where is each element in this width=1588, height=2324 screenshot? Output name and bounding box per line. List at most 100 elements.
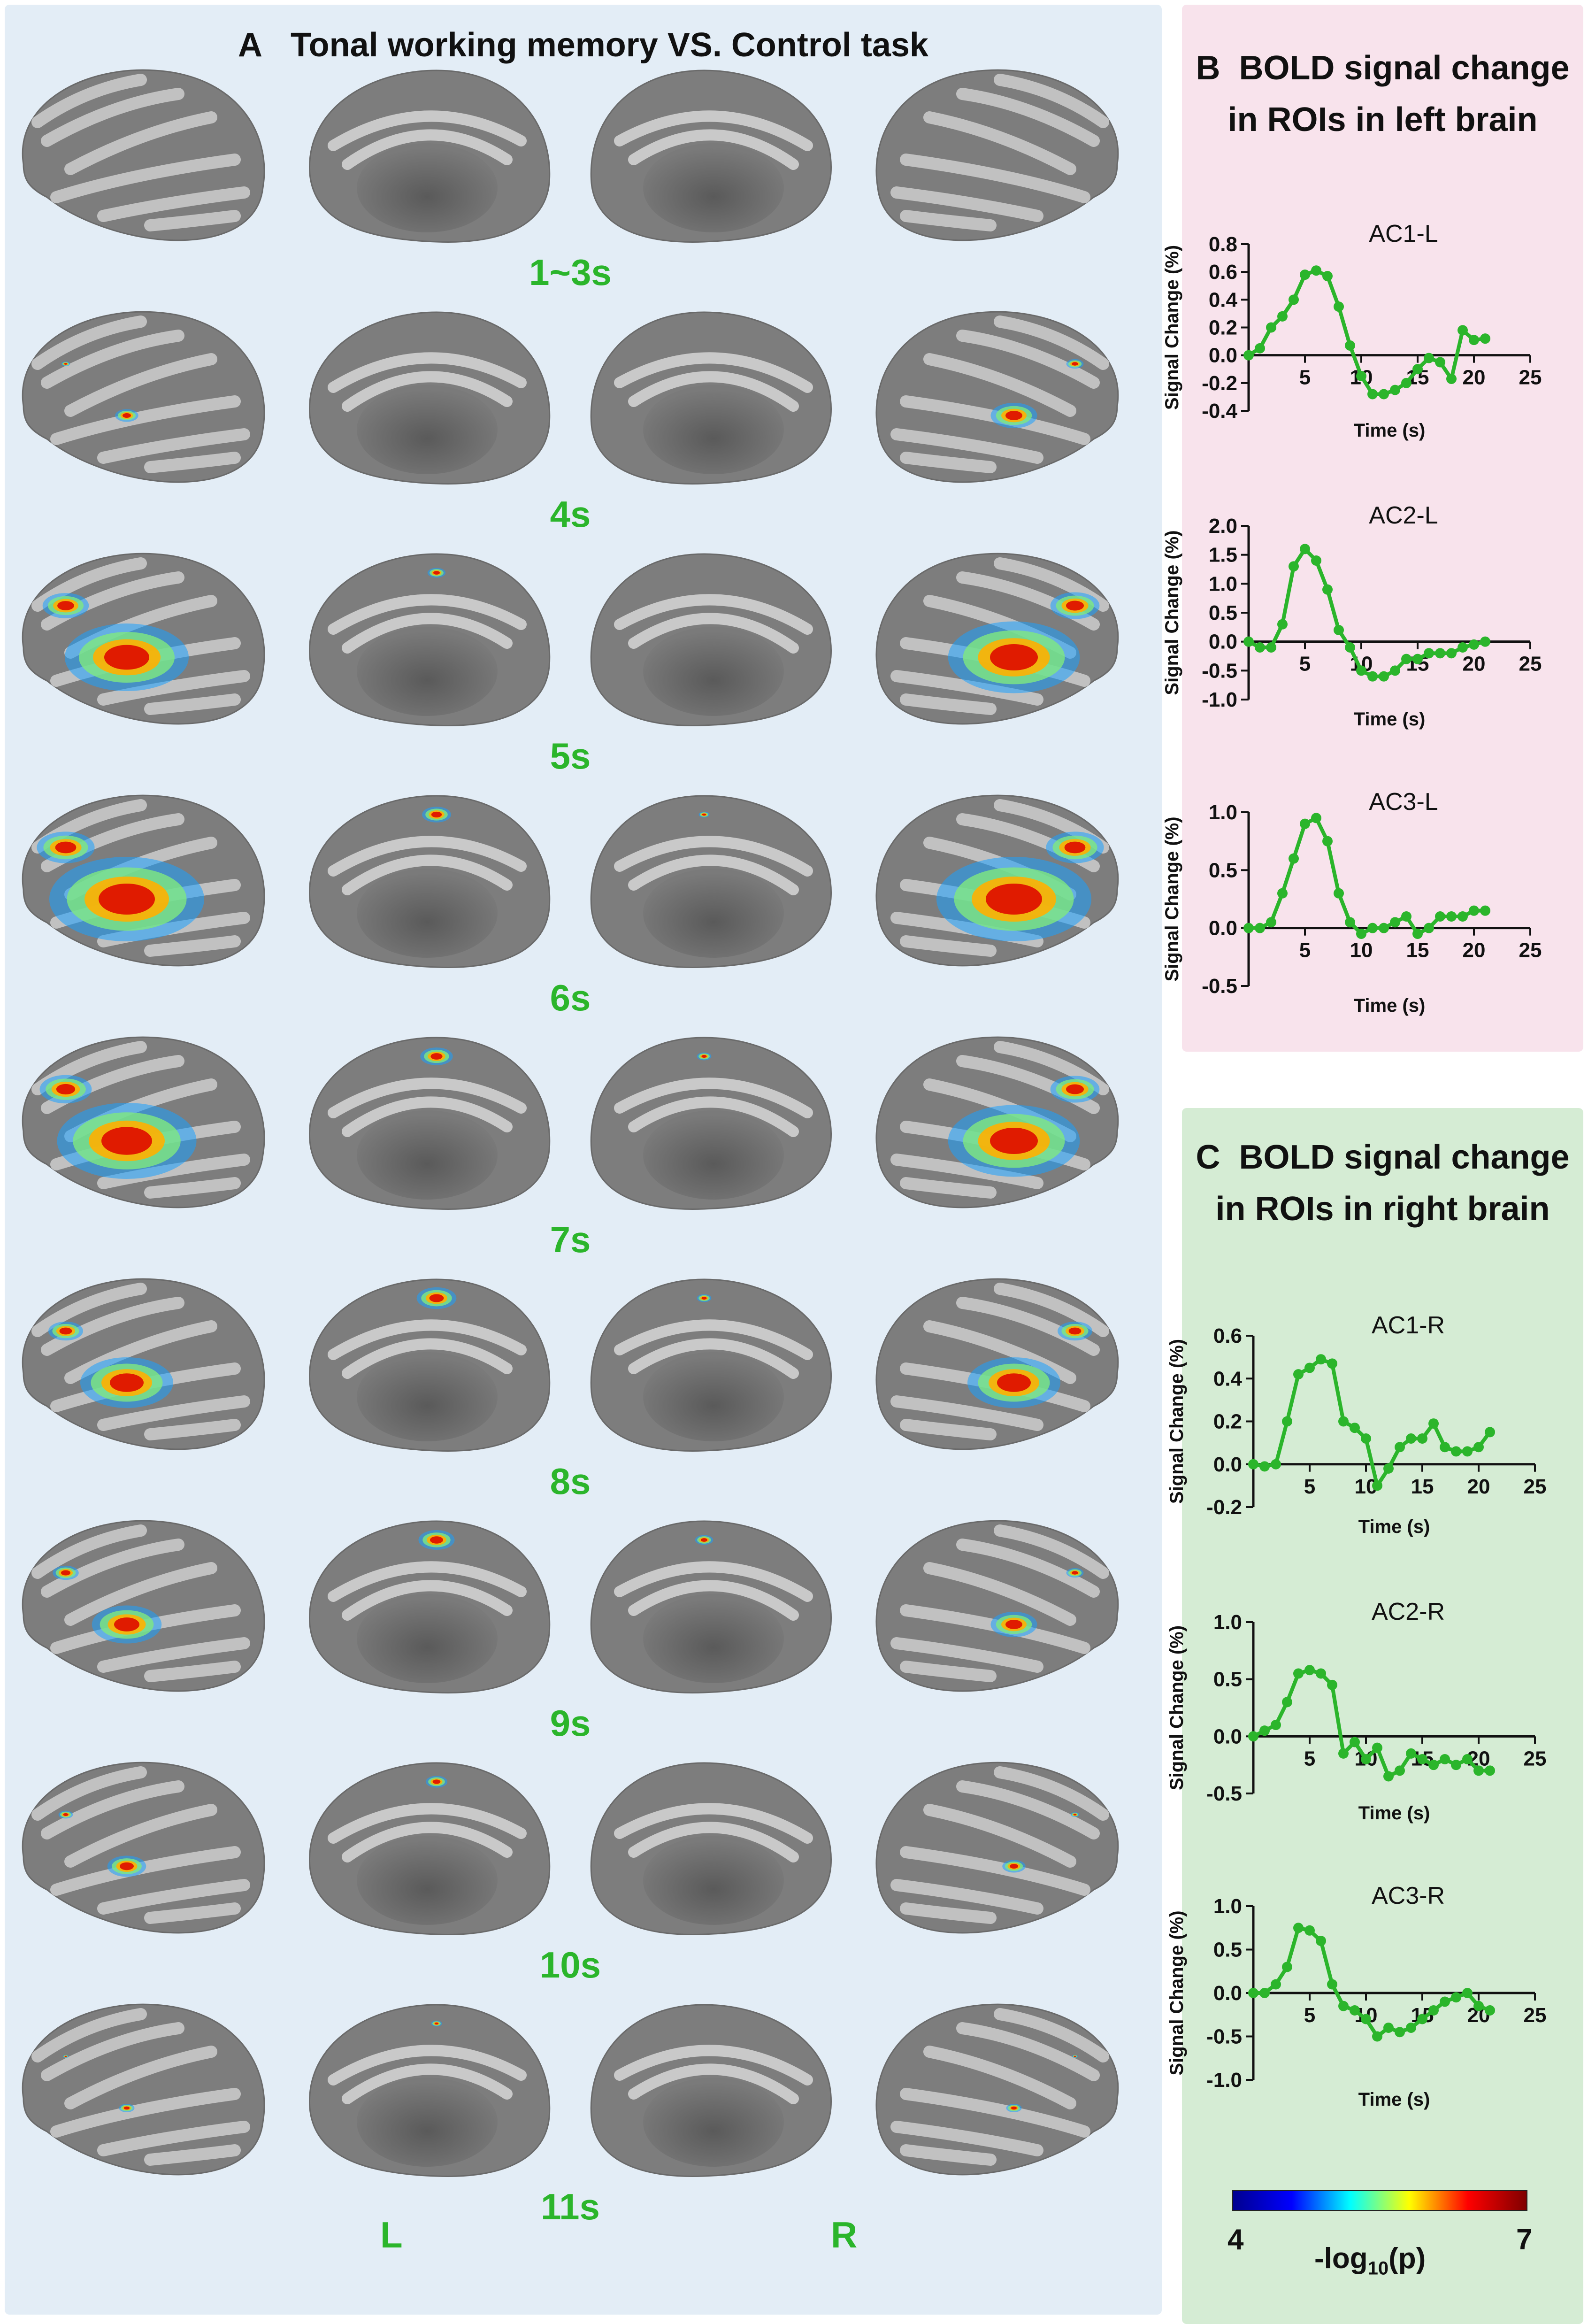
x-tick-label: 25	[1519, 366, 1542, 389]
data-point	[1300, 269, 1310, 280]
y-tick-label: 0.2	[1213, 1410, 1242, 1433]
data-point	[1435, 648, 1445, 659]
data-point	[1248, 1988, 1258, 1998]
panel-a-letter: A	[238, 26, 263, 64]
data-point	[1255, 923, 1265, 933]
brain-view	[309, 795, 551, 968]
brain-view	[590, 1037, 832, 1210]
data-point	[1401, 911, 1412, 922]
y-tick-label: 0.5	[1209, 601, 1237, 624]
data-point	[1316, 1936, 1326, 1946]
colorbar-title: -log10(p)	[1314, 2242, 1426, 2279]
data-point	[1316, 1354, 1326, 1365]
data-point	[1300, 818, 1310, 829]
data-point	[1379, 671, 1389, 682]
y-tick-label: 0.6	[1213, 1324, 1242, 1347]
data-point	[1469, 905, 1479, 916]
data-point	[1327, 1358, 1337, 1369]
data-point	[1469, 639, 1479, 650]
colorbar	[1232, 2190, 1527, 2211]
y-tick-label: 0.8	[1209, 233, 1237, 256]
brain-view	[309, 1037, 551, 1210]
y-tick-label: 1.0	[1213, 1611, 1242, 1634]
y-tick-label: -1.0	[1206, 2069, 1242, 2092]
y-tick-label: 0.4	[1209, 288, 1238, 311]
y-tick-label: 0.5	[1209, 859, 1237, 882]
hemisphere-left-label: L	[380, 2214, 403, 2255]
y-tick-label: 0.0	[1209, 344, 1237, 367]
data-point	[1248, 1731, 1258, 1742]
y-axis-label: Signal Change (%)	[1162, 816, 1182, 981]
data-point	[1401, 654, 1412, 664]
data-point	[1311, 265, 1321, 276]
data-point	[1322, 271, 1333, 282]
brain-view	[875, 2003, 1119, 2176]
x-tick-label: 5	[1304, 2004, 1315, 2027]
data-point	[1361, 1433, 1371, 1444]
series-line	[1247, 269, 1486, 396]
data-point	[1383, 1463, 1394, 1474]
data-point	[1395, 1442, 1405, 1453]
brain-view	[22, 1520, 265, 1692]
x-axis-label: Time (s)	[1358, 1803, 1430, 1824]
brain-view	[875, 311, 1119, 483]
data-point	[1372, 2031, 1382, 2042]
y-tick-label: -0.4	[1202, 400, 1237, 423]
data-point	[1322, 584, 1333, 595]
brain-view	[309, 1520, 551, 1693]
panel-b-letter: B	[1196, 49, 1220, 87]
data-point	[1338, 1416, 1349, 1427]
data-point	[1462, 1754, 1473, 1764]
x-tick-label: 5	[1304, 1475, 1315, 1498]
brain-view	[309, 553, 551, 726]
data-point	[1446, 648, 1457, 659]
data-point	[1289, 561, 1299, 572]
data-point	[1367, 923, 1378, 933]
data-point	[1327, 1679, 1337, 1690]
data-point	[1277, 311, 1288, 322]
colorbar-title-prefix: -log	[1314, 2242, 1368, 2275]
y-tick-label: -0.2	[1202, 372, 1237, 395]
data-point	[1395, 2027, 1405, 2038]
data-point	[1322, 836, 1333, 846]
data-point	[1345, 642, 1355, 653]
panel-c-title: C BOLD signal change in ROIs in right br…	[1182, 1131, 1583, 1235]
chart-title: AC1-L	[1369, 220, 1438, 247]
hemisphere-right-label: R	[831, 2214, 858, 2255]
chart-title: AC3-L	[1369, 788, 1438, 816]
data-point	[1282, 1416, 1292, 1427]
data-point	[1259, 1461, 1270, 1472]
data-point	[1462, 1446, 1473, 1457]
data-point	[1485, 1765, 1495, 1776]
brain-view	[590, 1762, 832, 1935]
y-tick-label: -1.0	[1202, 688, 1237, 711]
brain-view	[309, 69, 551, 243]
x-tick-label: 10	[1350, 939, 1373, 962]
data-point	[1289, 853, 1299, 864]
data-point	[1271, 1720, 1281, 1730]
time-label: 10s	[539, 1944, 601, 1985]
time-label: 9s	[550, 1702, 591, 1744]
y-axis-label: Signal Change (%)	[1166, 1910, 1187, 2075]
x-tick-label: 20	[1463, 366, 1486, 389]
y-tick-label: 0.0	[1213, 1453, 1242, 1476]
x-tick-label: 5	[1299, 366, 1311, 389]
colorbar-title-suffix: (p)	[1389, 2242, 1426, 2275]
brain-view	[590, 311, 832, 485]
data-point	[1345, 340, 1355, 351]
brain-view	[875, 1520, 1119, 1692]
data-point	[1311, 555, 1321, 566]
x-tick-label: 15	[1411, 1475, 1434, 1498]
data-point	[1458, 642, 1468, 653]
chart-title: AC1-R	[1372, 1312, 1445, 1339]
data-point	[1350, 2005, 1360, 2016]
brain-view	[22, 1278, 265, 1450]
data-point	[1243, 350, 1254, 361]
data-point	[1473, 1765, 1484, 1776]
line-chart-ac1-l: -0.4-0.20.00.20.40.60.8510152025AC1-LTim…	[1162, 220, 1542, 441]
panel-b-title-line1: BOLD signal change	[1239, 49, 1570, 87]
data-point	[1372, 1742, 1382, 1753]
data-point	[1480, 333, 1490, 344]
time-label: 8s	[550, 1461, 591, 1502]
